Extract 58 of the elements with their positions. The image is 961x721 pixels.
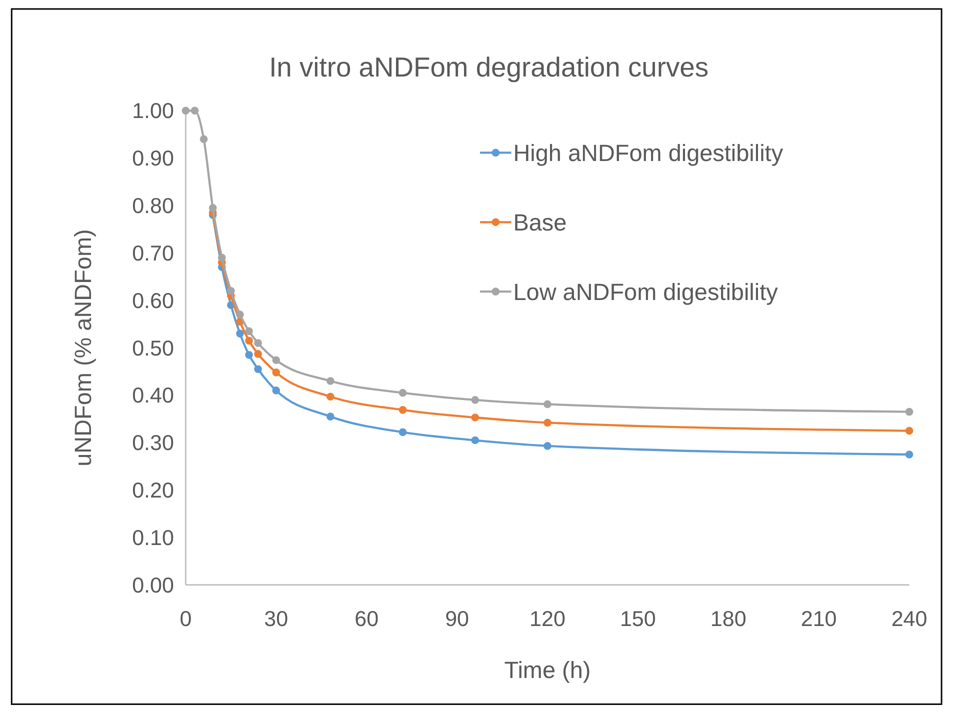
point bbox=[326, 377, 334, 385]
point bbox=[272, 356, 280, 364]
x-tick-label: 60 bbox=[354, 606, 379, 631]
point bbox=[208, 204, 217, 212]
point bbox=[218, 254, 226, 262]
point bbox=[190, 106, 199, 115]
point bbox=[905, 408, 914, 416]
point bbox=[544, 418, 552, 427]
point bbox=[236, 310, 244, 319]
point bbox=[200, 135, 208, 144]
point bbox=[398, 406, 407, 414]
point bbox=[245, 350, 253, 359]
point bbox=[182, 106, 190, 115]
point bbox=[227, 286, 235, 295]
x-tick-label: 180 bbox=[710, 606, 746, 631]
y-tick-label: 0.00 bbox=[132, 573, 174, 598]
point bbox=[471, 436, 480, 444]
x-axis-title: Time (h) bbox=[504, 656, 591, 683]
legend-label: Base bbox=[513, 209, 567, 236]
point bbox=[398, 388, 407, 397]
y-tick-label: 0.30 bbox=[132, 431, 174, 456]
x-tick-label: 240 bbox=[891, 606, 928, 631]
point bbox=[245, 336, 253, 345]
y-tick-label: 0.20 bbox=[132, 478, 174, 503]
y-tick-label: 0.90 bbox=[132, 146, 174, 171]
y-tick-label: 0.60 bbox=[132, 288, 174, 313]
point bbox=[272, 386, 280, 394]
y-tick-label: 0.80 bbox=[132, 194, 174, 218]
x-tick-label: 210 bbox=[800, 606, 837, 631]
legend-label: High aNDFom digestibility bbox=[513, 140, 784, 166]
y-tick-label: 0.50 bbox=[132, 336, 174, 360]
point bbox=[471, 396, 480, 404]
x-tick-label: 30 bbox=[264, 606, 288, 631]
point bbox=[326, 412, 334, 420]
point bbox=[245, 327, 253, 336]
x-tick-label: 90 bbox=[445, 606, 470, 631]
point bbox=[471, 414, 480, 422]
y-tick-label: 0.70 bbox=[132, 241, 174, 266]
y-tick-label: 1.00 bbox=[132, 99, 174, 124]
point bbox=[905, 450, 914, 458]
y-tick-label: 0.40 bbox=[132, 384, 174, 408]
point bbox=[272, 368, 280, 376]
point bbox=[398, 428, 407, 436]
point bbox=[544, 442, 552, 450]
x-tick-label: 120 bbox=[530, 606, 566, 631]
x-tick-label: 0 bbox=[180, 606, 192, 631]
point bbox=[544, 400, 552, 408]
chart-title: In vitro aNDFom degradation curves bbox=[269, 51, 709, 82]
point bbox=[254, 365, 262, 374]
point bbox=[254, 350, 262, 358]
point bbox=[236, 330, 244, 338]
y-axis-title: uNDFom (% aNDFom) bbox=[70, 229, 96, 466]
y-tick-label: 0.10 bbox=[132, 526, 174, 550]
x-tick-label: 150 bbox=[620, 606, 656, 631]
point bbox=[326, 392, 334, 401]
point bbox=[254, 339, 262, 347]
legend-label: Low aNDFom digestibility bbox=[513, 278, 778, 305]
point bbox=[905, 426, 914, 435]
